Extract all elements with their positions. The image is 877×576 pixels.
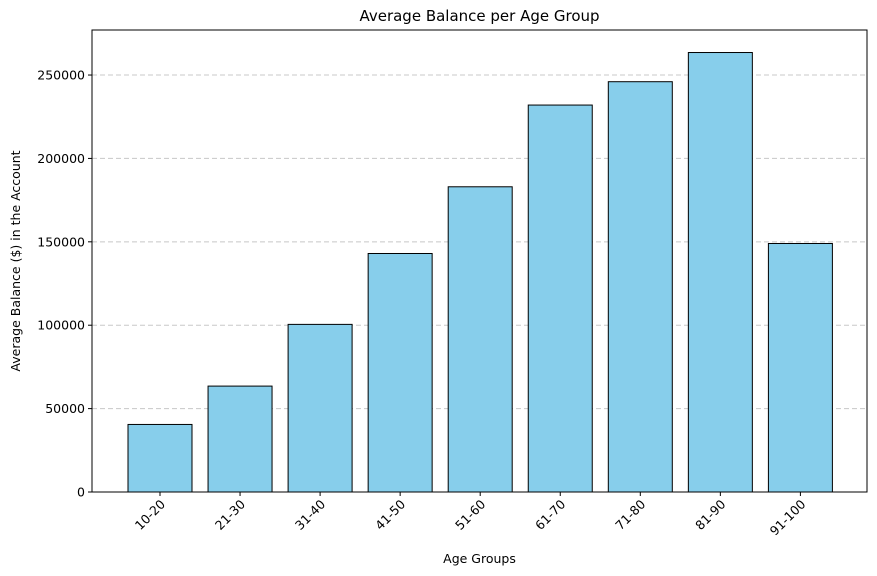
chart-title: Average Balance per Age Group <box>359 7 599 25</box>
y-tick-label: 0 <box>77 485 85 500</box>
bar-31-40 <box>287 323 353 493</box>
bar-61-70 <box>527 104 593 493</box>
x-tick-label: 41-50 <box>372 496 408 532</box>
y-axis-label: Average Balance ($) in the Account <box>8 150 23 371</box>
x-axis-ticks: 10-20 21-30 31-40 41-50 51-60 61-70 71-80 81-90… <box>132 492 809 538</box>
x-axis-label: Age Groups <box>443 551 516 566</box>
bar-71-80 <box>607 81 673 493</box>
x-tick-label: 31-40 <box>292 496 328 532</box>
x-tick-label: 21-30 <box>212 496 248 532</box>
x-tick-label: 10-20 <box>132 496 168 532</box>
x-tick-label: 51-60 <box>452 496 488 532</box>
bar-41-50 <box>367 252 433 493</box>
y-axis-ticks: 0 50000 100000 150000 200000 250000 <box>37 68 92 500</box>
bar-21-30 <box>207 385 273 493</box>
y-tick-label: 250000 <box>37 68 85 83</box>
y-tick-label: 100000 <box>37 318 85 333</box>
bar-91-100 <box>767 242 833 493</box>
x-tick-label: 71-80 <box>612 496 648 532</box>
x-tick-label: 61-70 <box>532 496 568 532</box>
bar-10-20 <box>127 423 193 493</box>
bars <box>127 52 833 493</box>
x-tick-label: 81-90 <box>692 496 728 532</box>
y-tick-label: 50000 <box>45 401 85 416</box>
y-tick-label: 200000 <box>37 151 85 166</box>
plot-area-frame <box>91 29 868 493</box>
x-tick-label: 91-100 <box>767 496 809 538</box>
y-tick-label: 150000 <box>37 234 85 249</box>
bar-51-60 <box>447 186 513 493</box>
bar-81-90 <box>687 52 753 493</box>
